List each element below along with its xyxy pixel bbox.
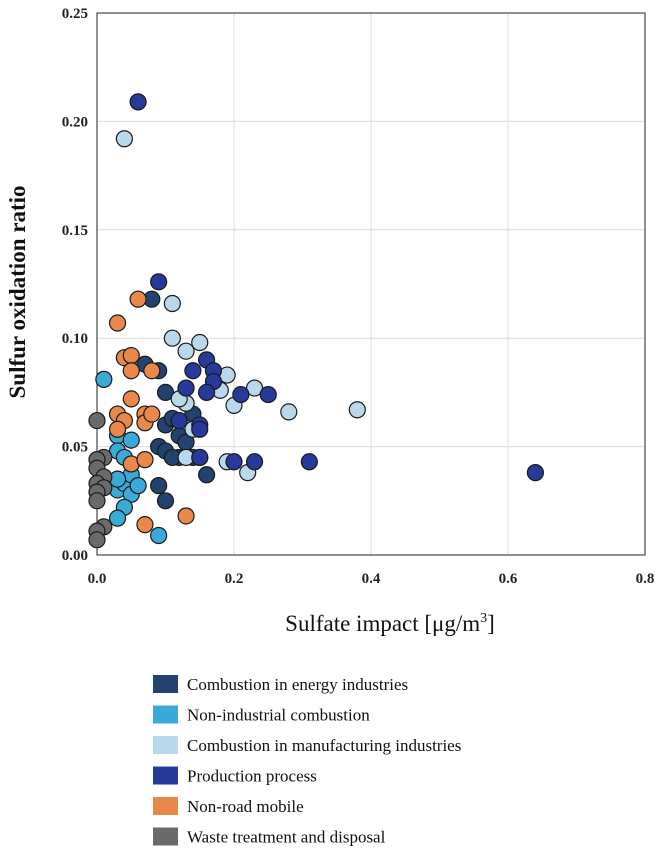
data-point-series-5 — [122, 390, 140, 408]
legend-label: Combustion in energy industries — [187, 675, 408, 694]
data-point-series-4 — [150, 273, 168, 291]
x-tick-label: 0.2 — [225, 571, 244, 587]
data-point-series-4 — [198, 383, 216, 401]
y-tick-label: 0.20 — [62, 114, 88, 130]
data-point-series-5 — [122, 346, 140, 365]
data-point-series-4 — [184, 362, 202, 380]
data-point-series-3 — [115, 130, 134, 148]
y-tick-label: 0.10 — [62, 331, 88, 347]
data-point-series-3 — [245, 379, 264, 397]
x-tick-label: 0.4 — [362, 571, 381, 587]
legend-item: Combustion in energy industries — [153, 675, 408, 694]
data-point-series-5 — [122, 362, 140, 380]
data-point-series-6 — [88, 411, 106, 430]
data-point-series-5 — [143, 405, 161, 423]
data-point-series-4 — [259, 385, 277, 404]
data-point-series-3 — [191, 333, 209, 352]
data-point-series-4 — [129, 93, 147, 111]
legend-swatch — [153, 797, 178, 815]
legend-label: Waste treatment and disposal — [187, 828, 386, 847]
legend-swatch — [153, 736, 178, 754]
data-point-series-1 — [156, 383, 175, 401]
data-point-series-4 — [232, 385, 250, 404]
data-point-series-1 — [156, 492, 175, 510]
data-point-series-2 — [95, 370, 113, 388]
data-point-series-3 — [177, 342, 195, 360]
data-point-series-4 — [300, 453, 318, 471]
legend-item: Non-road mobile — [153, 797, 304, 816]
data-point-series-4 — [177, 379, 195, 397]
legend: Combustion in energy industries Non-indus… — [153, 675, 461, 847]
legend-item: Combustion in manufacturing industries — [153, 736, 461, 755]
y-tick-label: 0.05 — [62, 440, 88, 456]
x-tick-label: 0.8 — [636, 571, 655, 587]
legend-item: Production process — [153, 766, 317, 786]
data-point-series-5 — [177, 507, 195, 525]
data-point-series-6 — [88, 531, 106, 549]
legend-item: Waste treatment and disposal — [153, 827, 386, 847]
data-point-series-2 — [129, 477, 147, 495]
data-point-series-3 — [163, 329, 181, 347]
data-point-series-5 — [108, 314, 127, 332]
data-point-series-5 — [136, 451, 154, 469]
data-point-series-2 — [150, 526, 168, 545]
legend-label: Production process — [187, 767, 317, 786]
grid — [96, 12, 646, 556]
x-axis-label: Sulfate impact [μg/m3] — [285, 611, 495, 636]
data-point-series-3 — [348, 401, 366, 419]
data-point-series-4 — [225, 453, 243, 471]
legend-swatch — [153, 766, 178, 785]
x-tick-label: 0.6 — [499, 571, 518, 587]
data-point-series-4 — [245, 453, 264, 471]
legend-label: Non-road mobile — [187, 797, 304, 816]
data-point-series-1 — [150, 477, 168, 495]
y-tick-label: 0.00 — [62, 548, 88, 564]
y-tick-label: 0.15 — [62, 223, 88, 239]
data-point-series-4 — [526, 464, 545, 482]
data-point-series-2 — [122, 431, 140, 449]
legend-label: Non-industrial combustion — [187, 706, 370, 725]
x-tick-label: 0.0 — [88, 571, 107, 587]
plot-frame — [96, 12, 646, 556]
data-point-series-4 — [170, 411, 188, 430]
data-point-series-5 — [129, 290, 147, 308]
data-point-series-5 — [136, 516, 154, 534]
legend-swatch — [153, 827, 178, 846]
axis-ticks: 0.0 0.2 0.4 0.6 0.8 0.00 0.05 0.10 0.15 0.20 0.25 — [62, 6, 655, 587]
data-point-series-4 — [191, 420, 209, 438]
data-point-series-3 — [163, 294, 181, 313]
legend-item: Non-industrial combustion — [153, 705, 370, 725]
data-point-series-2 — [108, 509, 127, 527]
y-axis-label: Sulfur oxidation ratio — [5, 186, 30, 399]
data-points — [88, 93, 545, 549]
data-point-series-1 — [198, 466, 216, 484]
data-point-series-5 — [108, 420, 127, 438]
data-point-series-5 — [143, 362, 161, 380]
y-tick-label: 0.25 — [62, 6, 88, 22]
legend-label: Combustion in manufacturing industries — [187, 736, 461, 755]
data-point-series-6 — [88, 492, 106, 510]
data-point-series-4 — [191, 448, 209, 467]
legend-swatch — [153, 705, 178, 724]
legend-swatch — [153, 675, 178, 693]
data-point-series-3 — [280, 403, 298, 421]
